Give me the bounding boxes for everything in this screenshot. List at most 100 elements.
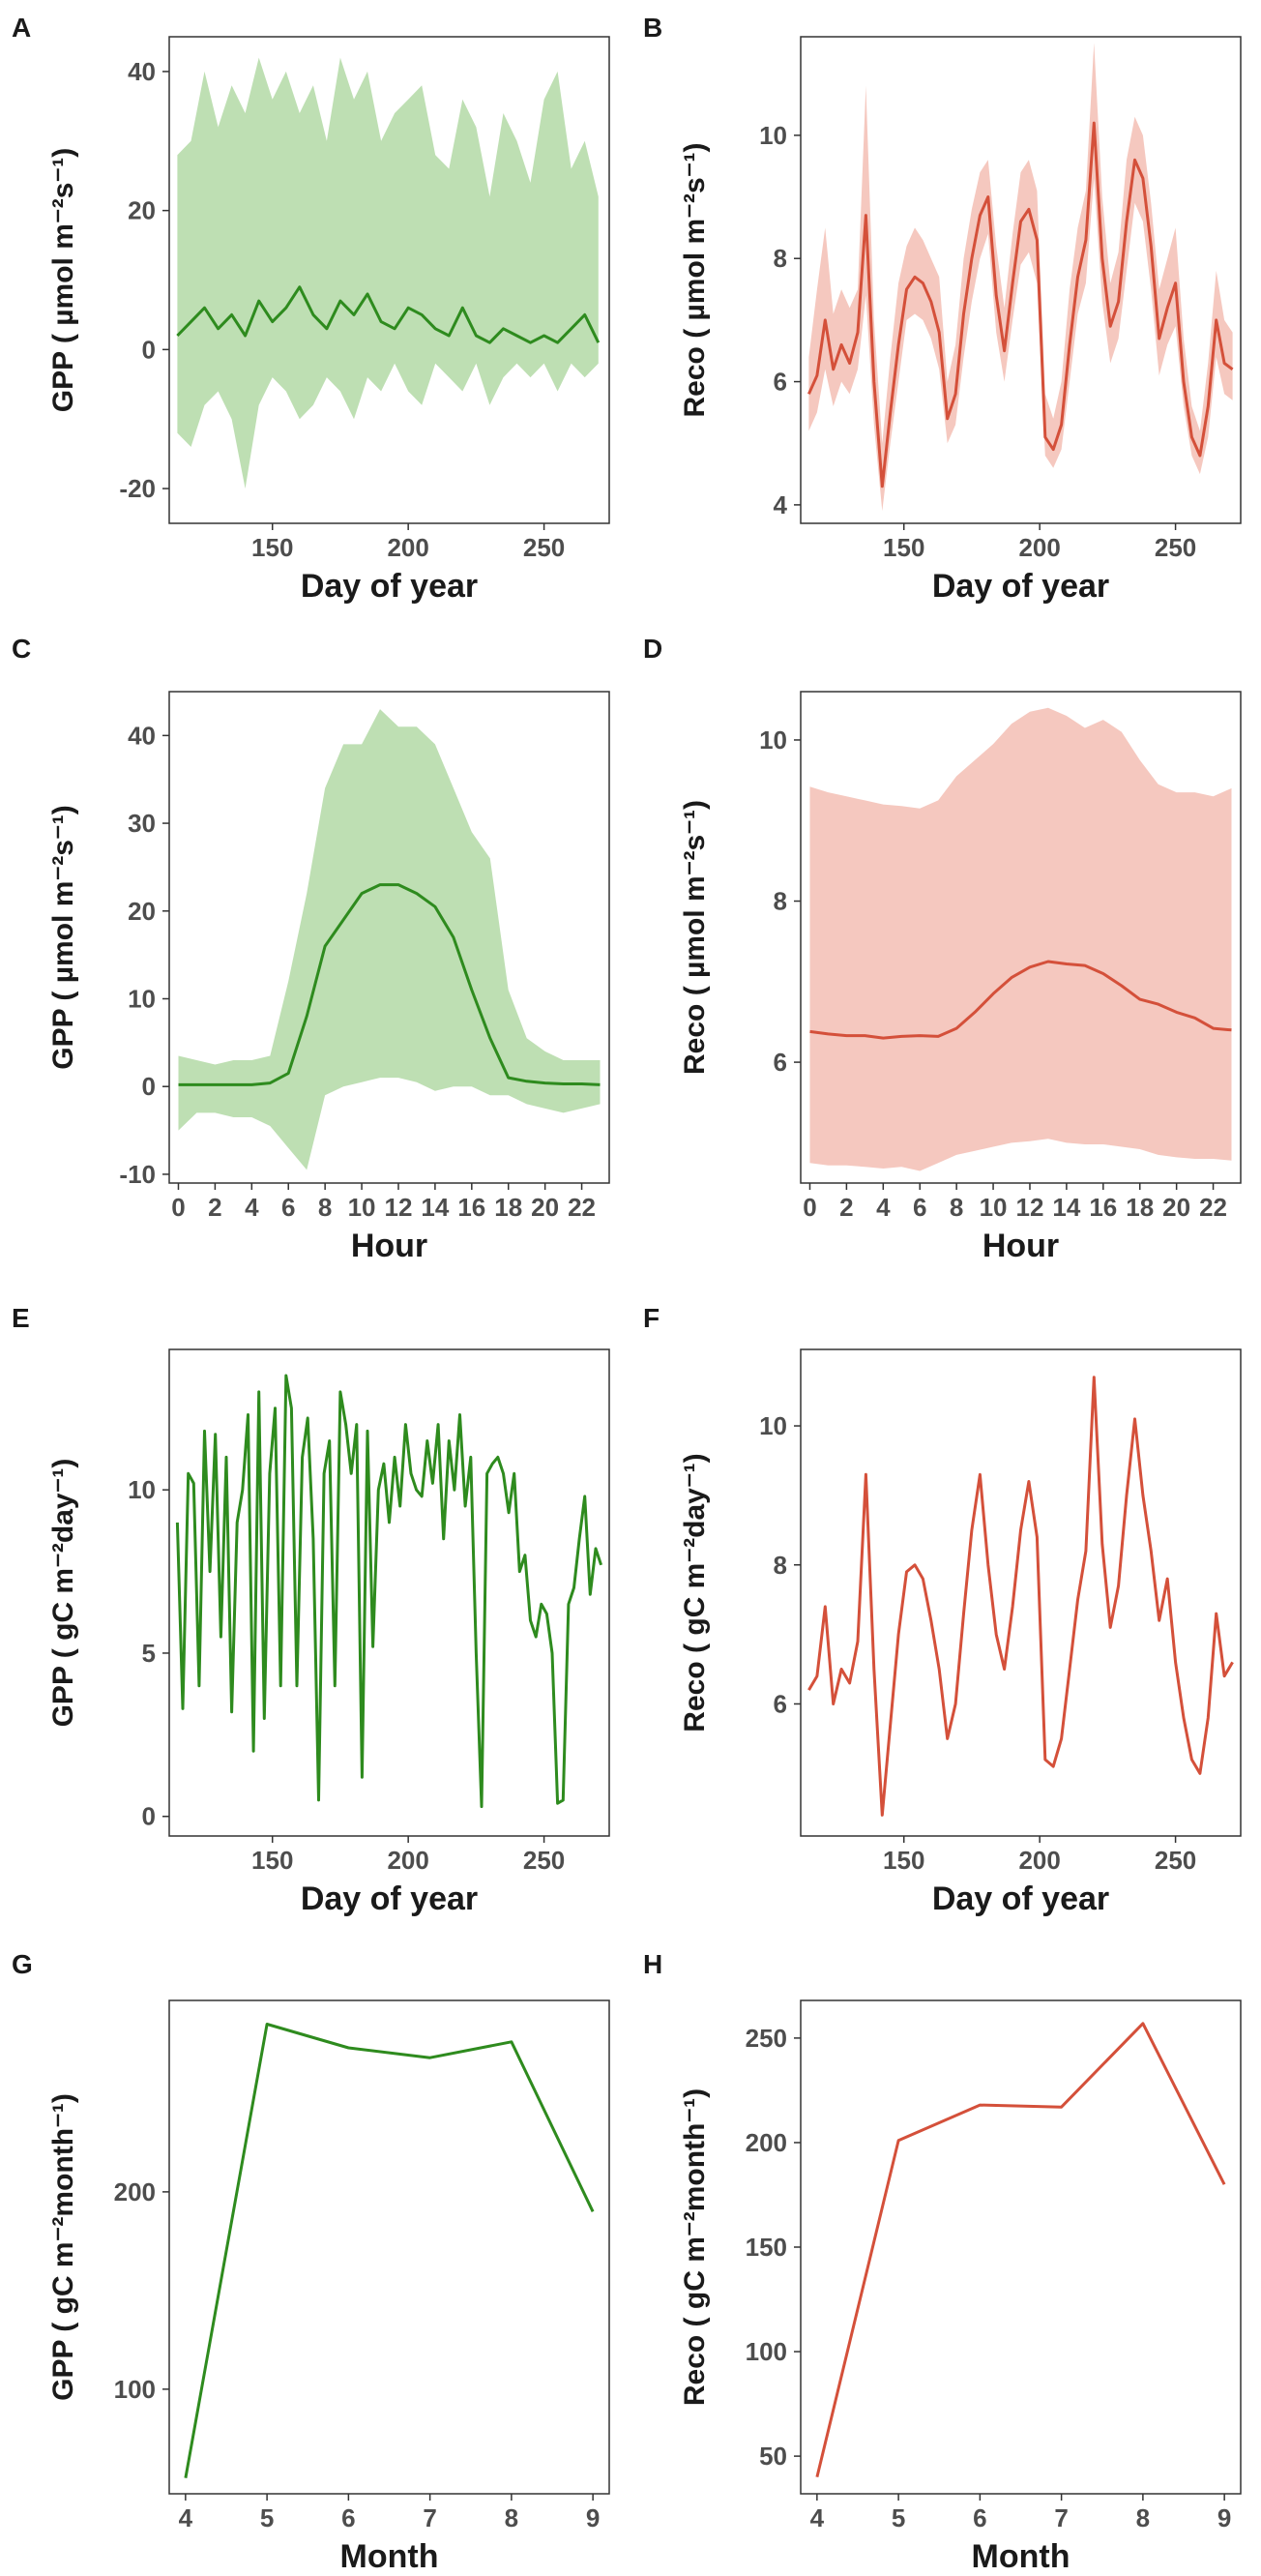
y-tick-label-c: 10 — [128, 985, 156, 1014]
plot-frame-h — [800, 1999, 1242, 2495]
x-tick-label-c: 0 — [171, 1193, 185, 1222]
x-tick-label-h: 9 — [1217, 2503, 1231, 2532]
y-tick-label-h: 100 — [746, 2337, 787, 2366]
y-tick-label-c: 30 — [128, 809, 156, 838]
y-tick-label-b: 6 — [774, 368, 787, 397]
x-tick-label-g: 8 — [505, 2503, 518, 2532]
y-axis-label-f: Reco ( gC m⁻²day⁻¹) — [679, 1453, 711, 1732]
y-tick-label-b: 10 — [759, 121, 787, 150]
plot-frame-g — [168, 1999, 610, 2495]
x-tick-label-c: 4 — [245, 1193, 259, 1222]
x-tick-label-d: 22 — [1199, 1193, 1227, 1222]
plot-frame-b — [800, 36, 1242, 524]
plot-frame-e — [168, 1348, 610, 1837]
x-axis-label-a: Day of year — [301, 568, 478, 605]
x-tick-label-c: 12 — [385, 1193, 413, 1222]
panel-letter-b: B — [643, 13, 662, 43]
plot-frame-a — [168, 36, 610, 524]
y-tick-label-e: 10 — [128, 1475, 156, 1504]
x-tick-label-f: 200 — [1018, 1846, 1060, 1875]
x-tick-label-g: 4 — [179, 2503, 193, 2532]
x-tick-label-c: 8 — [318, 1193, 332, 1222]
y-tick-label-c: 40 — [128, 721, 156, 750]
x-axis-label-e: Day of year — [301, 1880, 478, 1917]
x-axis-label-h: Month — [972, 2538, 1070, 2575]
panel-letter-d: D — [643, 634, 662, 664]
y-tick-label-b: 4 — [774, 490, 788, 519]
x-axis-label-d: Hour — [982, 1228, 1059, 1264]
x-tick-label-d: 20 — [1162, 1193, 1190, 1222]
x-tick-label-d: 18 — [1126, 1193, 1154, 1222]
y-tick-label-f: 10 — [759, 1411, 787, 1440]
panel-letter-c: C — [12, 634, 31, 664]
panel-letter-h: H — [643, 1949, 662, 1979]
y-tick-label-g: 200 — [114, 2177, 156, 2206]
x-tick-label-b: 150 — [883, 533, 924, 562]
x-tick-label-d: 10 — [980, 1193, 1008, 1222]
panel-g: G 4 5 6 7 8 9 100 200 Month GPP ( gC m⁻²month⁻¹) — [12, 1949, 610, 2575]
y-tick-label-e: 0 — [142, 1802, 156, 1831]
series-line-e — [175, 1374, 603, 1809]
x-tick-label-d: 14 — [1052, 1193, 1080, 1222]
y-tick-label-f: 8 — [774, 1551, 787, 1580]
plot-frame-d — [800, 691, 1242, 1184]
x-tick-label-e: 150 — [251, 1846, 293, 1875]
x-tick-label-d: 12 — [1016, 1193, 1044, 1222]
x-tick-label-c: 6 — [281, 1193, 295, 1222]
x-axis-label-b: Day of year — [932, 568, 1109, 605]
y-axis-label-d: Reco ( µmol m⁻²s⁻¹) — [679, 800, 711, 1075]
x-tick-label-h: 7 — [1054, 2503, 1068, 2532]
band-area-a — [177, 57, 599, 489]
panel-f: F 150 200 250 6 8 10 Day of year Reco ( gC m⁻²d… — [643, 1303, 1242, 1917]
y-axis-label-h: Reco ( gC m⁻²month⁻¹) — [679, 2088, 711, 2406]
x-tick-label-h: 4 — [810, 2503, 825, 2532]
panel-b: B 150 200 250 4 6 8 10 Day of year Reco ( µmol m… — [643, 13, 1242, 605]
x-tick-label-h: 8 — [1136, 2503, 1150, 2532]
x-tick-label-d: 16 — [1089, 1193, 1117, 1222]
x-tick-label-d: 8 — [950, 1193, 963, 1222]
panel-h: H 4 5 6 7 8 9 50 100 150 200 250 Month Reco ( gC m⁻²… — [643, 1949, 1242, 2575]
band-area-c — [178, 709, 601, 1170]
series-line-a — [176, 285, 601, 344]
plot-frame-c — [168, 691, 610, 1184]
x-tick-label-c: 20 — [531, 1193, 559, 1222]
y-tick-label-a: 20 — [128, 196, 156, 225]
x-tick-label-c: 18 — [494, 1193, 522, 1222]
x-tick-label-d: 0 — [803, 1193, 816, 1222]
y-tick-label-c: 20 — [128, 897, 156, 926]
series-line-d — [809, 960, 1232, 1040]
y-tick-label-h: 150 — [746, 2233, 787, 2262]
y-tick-label-h: 250 — [746, 2024, 787, 2053]
x-tick-label-d: 6 — [913, 1193, 926, 1222]
x-tick-label-c: 22 — [568, 1193, 596, 1222]
x-axis-label-g: Month — [340, 2538, 439, 2575]
panel-letter-g: G — [12, 1949, 33, 1979]
x-tick-label-f: 250 — [1155, 1846, 1196, 1875]
panel-letter-f: F — [643, 1303, 660, 1333]
y-axis-label-e: GPP ( gC m⁻²day⁻¹) — [47, 1459, 79, 1728]
y-tick-label-g: 100 — [114, 2375, 156, 2404]
y-tick-label-d: 6 — [774, 1048, 787, 1077]
y-tick-label-c: -10 — [119, 1160, 156, 1189]
x-tick-label-d: 4 — [876, 1193, 891, 1222]
panel-a: A 150 200 250 -20 0 20 40 Day of year GPP ( µmol… — [12, 13, 610, 605]
x-axis-label-f: Day of year — [932, 1880, 1109, 1917]
y-tick-label-d: 10 — [759, 725, 787, 755]
plot-frame-f — [800, 1348, 1242, 1837]
y-tick-label-e: 5 — [142, 1639, 156, 1668]
x-tick-label-h: 6 — [973, 2503, 986, 2532]
x-tick-label-a: 250 — [523, 533, 565, 562]
x-tick-label-b: 250 — [1155, 533, 1196, 562]
x-tick-label-g: 6 — [341, 2503, 355, 2532]
y-tick-label-h: 200 — [746, 2128, 787, 2157]
x-axis-label-c: Hour — [351, 1228, 427, 1264]
y-tick-label-a: -20 — [119, 474, 156, 503]
y-tick-label-a: 0 — [142, 335, 156, 364]
x-tick-label-e: 200 — [387, 1846, 428, 1875]
y-axis-label-a: GPP ( µmol m⁻²s⁻¹) — [47, 148, 79, 412]
panel-letter-a: A — [12, 13, 31, 43]
panel-letter-e: E — [12, 1303, 30, 1333]
series-line-f — [807, 1376, 1234, 1817]
x-tick-label-d: 2 — [839, 1193, 853, 1222]
